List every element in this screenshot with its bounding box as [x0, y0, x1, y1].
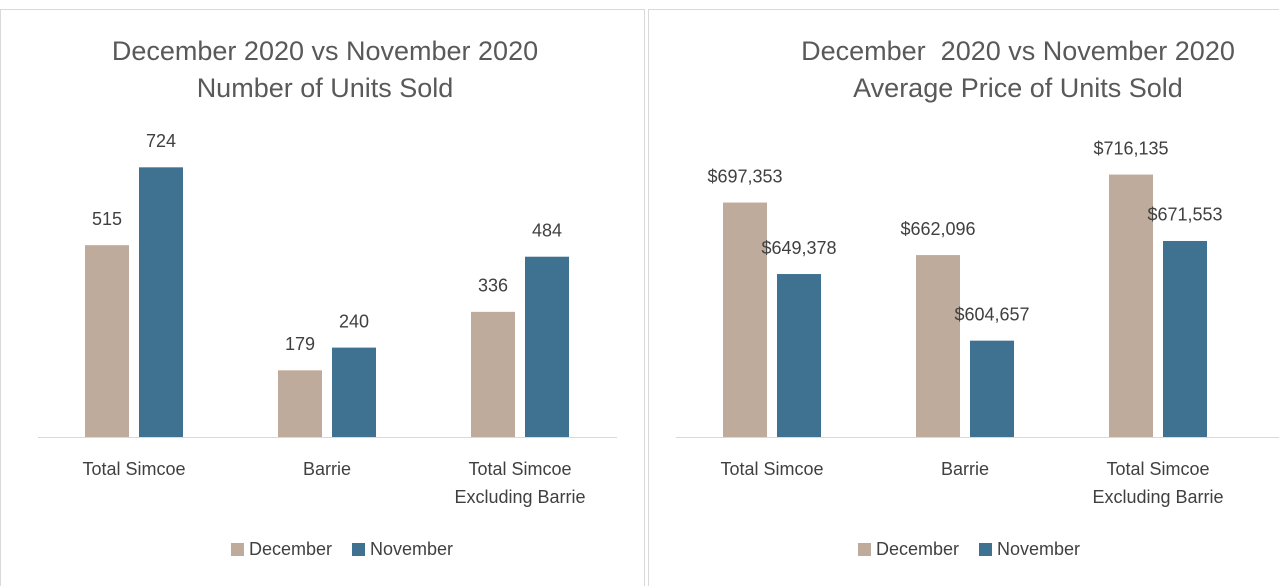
- bar: [85, 245, 129, 437]
- panel-border: [648, 9, 1279, 586]
- legend-swatch: [230, 543, 244, 556]
- legend: December November: [857, 539, 1080, 559]
- value-label: 240: [339, 311, 369, 331]
- legend: December November: [230, 539, 453, 559]
- value-label: 515: [92, 209, 122, 229]
- legend-label: November: [370, 539, 453, 559]
- value-label: $604,657: [954, 304, 1029, 324]
- chart-subtitle: Average Price of Units Sold: [853, 73, 1183, 103]
- legend-label: November: [997, 539, 1080, 559]
- value-label: 724: [146, 131, 176, 151]
- legend-label: December: [876, 539, 959, 559]
- value-label: 484: [532, 220, 562, 240]
- bar: [1109, 174, 1153, 438]
- chart-title: December 2020 vs November 2020: [801, 36, 1235, 66]
- bar: [139, 167, 183, 437]
- chart-title: December 2020 vs November 2020: [112, 36, 538, 66]
- x-tick-label: Barrie: [940, 459, 989, 479]
- x-tick-label: Total Simcoe: [720, 459, 824, 479]
- bar: [471, 311, 515, 437]
- bar: [525, 256, 569, 437]
- value-label: $716,135: [1093, 138, 1168, 158]
- value-label: $662,096: [900, 219, 975, 239]
- bar: [723, 202, 767, 437]
- x-tick-label: Barrie: [302, 459, 351, 479]
- value-label: $649,378: [761, 238, 836, 258]
- bar: [278, 370, 322, 437]
- legend-label: December: [249, 539, 332, 559]
- legend-swatch: [352, 543, 365, 556]
- bar: [970, 340, 1014, 437]
- legend-swatch: [857, 543, 871, 556]
- legend-swatch: [979, 543, 992, 556]
- bar: [332, 347, 376, 437]
- x-tick-label: Total Simcoe Excluding Barrie: [1092, 459, 1224, 507]
- x-tick-label: Total Simcoe: [82, 459, 186, 479]
- x-tick-label: Total Simcoe Excluding Barrie: [454, 459, 586, 507]
- bar: [916, 255, 960, 437]
- bar: [1163, 240, 1207, 437]
- panel-border: [0, 9, 645, 586]
- value-label: 336: [478, 276, 508, 296]
- chart-subtitle: Number of Units Sold: [197, 73, 454, 103]
- value-label: $671,553: [1147, 205, 1222, 225]
- bar: [777, 274, 821, 437]
- value-label: $697,353: [707, 166, 782, 186]
- value-label: 179: [285, 334, 315, 354]
